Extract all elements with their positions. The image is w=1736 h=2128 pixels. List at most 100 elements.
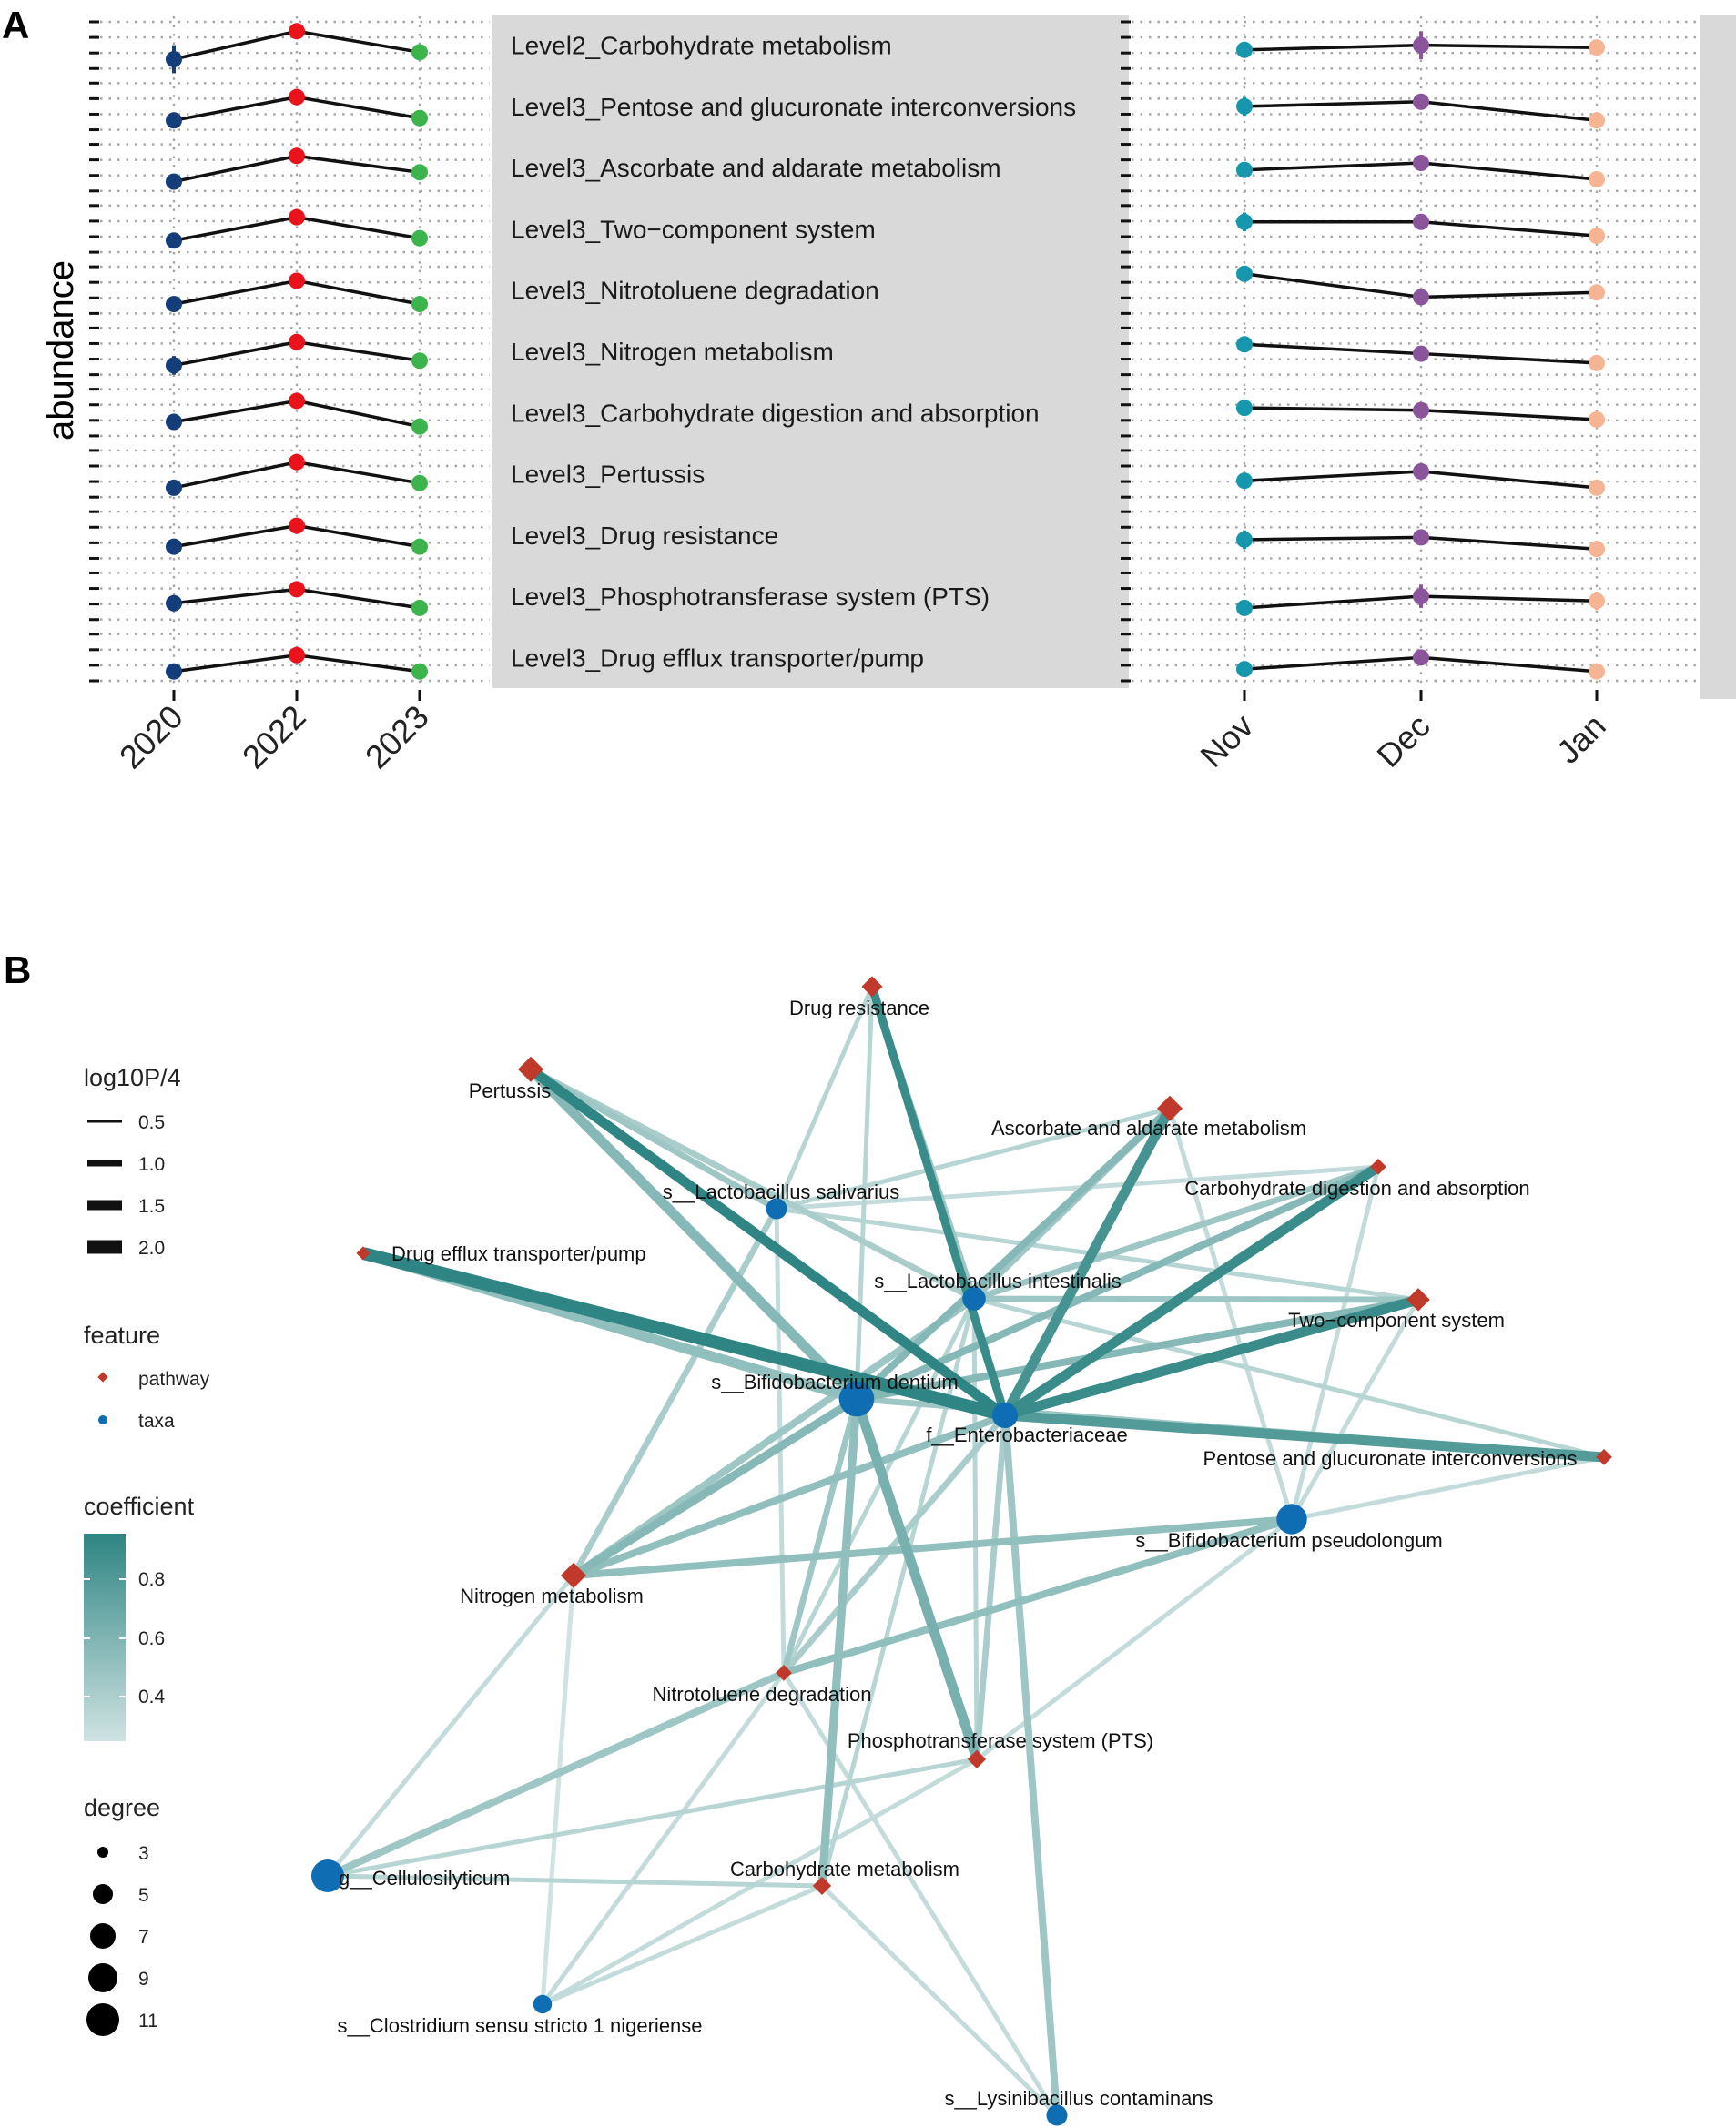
node-label-ascorbate-and-aldarate-metabolism: Ascorbate and aldarate metabolism — [991, 1117, 1306, 1140]
legend-coefficient-title: coefficient — [84, 1493, 195, 1520]
legend: log10P/4 0.5 1.0 1.5 2.0 feature pathway… — [84, 1064, 210, 2036]
legend-degree-dot-3 — [88, 1963, 117, 1992]
left-point-level3-pentose-and-glucuronate-interconversions-2023 — [411, 109, 428, 127]
left-point-level3-pentose-and-glucuronate-interconversions-2022 — [289, 88, 305, 106]
node-s-bifidobacterium-dentium — [838, 1381, 875, 1417]
node-g-cellulosilyticum — [311, 1859, 344, 1892]
left-point-level3-phosphotransferase-system-pts-2020 — [166, 594, 182, 612]
right-point-level3-pentose-and-glucuronate-interconversions-jan — [1589, 112, 1605, 129]
right-point-level3-nitrotoluene-degradation-nov — [1236, 265, 1253, 282]
network-nodes — [311, 976, 1612, 2126]
legend-width-label-3: 2.0 — [138, 1238, 165, 1259]
right-point-level3-drug-resistance-jan — [1589, 541, 1605, 558]
left-point-level3-pentose-and-glucuronate-interconversions-2020 — [166, 112, 182, 129]
edge-nitrogen-cellulo — [326, 1574, 575, 1878]
right-point-level3-ascorbate-and-aldarate-metabolism-dec — [1413, 155, 1429, 172]
left-point-level2-carbohydrate-metabolism-2020 — [166, 51, 182, 68]
colorbar-label-0: 0.8 — [138, 1569, 165, 1590]
left-point-level3-carbohydrate-digestion-and-absorption-2023 — [411, 418, 428, 435]
node-label-phosphotransferase-system-pts: Phosphotransferase system (PTS) — [848, 1729, 1153, 1752]
right-point-level3-pentose-and-glucuronate-interconversions-nov — [1236, 97, 1253, 115]
edge-nitrotol-clostr — [540, 1671, 787, 2006]
right-point-level3-pertussis-dec — [1413, 462, 1429, 480]
legend-degree-label-3: 9 — [138, 1969, 149, 1990]
edge-nitrotol-cellulo — [326, 1669, 786, 1880]
edge-pertussis-lact_int — [529, 1066, 976, 1302]
edge-ascorbate-entero — [1000, 1106, 1174, 1418]
edge-two_comp-bif_pseudo — [1289, 1298, 1421, 1521]
edge-drug_res-entero — [868, 985, 1010, 1417]
strip-labels: Level2_Carbohydrate metabolism Level3_Pen… — [511, 32, 1076, 673]
edge-carb_met-lysini — [820, 1884, 1059, 2117]
network-labels: Drug resistance Pertussis Ascorbate and al… — [337, 997, 1577, 2110]
node-label-s-clostridium-sensu-stricto-1-nigeriense: s__Clostridium sensu stricto 1 nigeriens… — [337, 2014, 702, 2037]
node-label-s-bifidobacterium-dentium: s__Bifidobacterium dentium — [711, 1371, 958, 1393]
legend-degree-label-1: 5 — [138, 1885, 149, 1906]
left-point-level3-phosphotransferase-system-pts-2022 — [289, 581, 305, 598]
legend-degree-label-2: 7 — [138, 1927, 149, 1948]
edge-drug_efflux-entero — [361, 1247, 1007, 1422]
legend-width-label-1: 1.0 — [138, 1154, 165, 1175]
legend-width-label-0: 0.5 — [138, 1112, 165, 1133]
right-point-level3-nitrotoluene-degradation-jan — [1589, 284, 1605, 301]
right-point-level3-two-component-system-jan — [1589, 228, 1605, 245]
edge-pts-entero — [973, 1414, 1009, 1760]
node-s-bifidobacterium-pseudolongum — [1276, 1504, 1307, 1535]
right-point-level3-nitrogen-metabolism-jan — [1589, 354, 1605, 371]
edge-two_comp-lact_sal — [776, 1206, 1419, 1302]
left-point-level3-drug-efflux-transporter-pump-2022 — [289, 646, 305, 664]
left-point-level3-drug-resistance-2022 — [289, 517, 305, 534]
right-point-level3-carbohydrate-digestion-and-absorption-dec — [1413, 401, 1429, 419]
node-label-drug-resistance: Drug resistance — [789, 997, 929, 1019]
edge-pentose-bif_pseudo — [1291, 1454, 1605, 1522]
legend-degree-dot-1 — [93, 1884, 113, 1904]
node-s-lactobacillus-intestinalis — [962, 1287, 986, 1311]
node-label-g-cellulosilyticum: g__Cellulosilyticum — [339, 1867, 510, 1890]
right-point-level3-drug-efflux-transporter-pump-nov — [1236, 661, 1253, 678]
node-pentose-and-glucuronate-interconversions — [1596, 1449, 1612, 1465]
edge-carb_dig-entero — [1001, 1162, 1382, 1420]
right-point-level3-phosphotransferase-system-pts-jan — [1589, 593, 1605, 610]
panel-a-left-plot: 2020 2022 2023 — [89, 16, 490, 775]
edge-nitrogen-entero — [572, 1412, 1007, 1579]
right-point-level3-phosphotransferase-system-pts-dec — [1413, 588, 1429, 605]
right-point-level3-ascorbate-and-aldarate-metabolism-nov — [1236, 161, 1253, 178]
edge-carb_met-clostr — [542, 1883, 823, 2007]
legend-degree-dot-4 — [86, 2003, 119, 2036]
legend-degree-dot-2 — [90, 1923, 116, 1949]
left-point-level3-two-component-system-2020 — [166, 232, 182, 249]
right-point-level3-phosphotransferase-system-pts-nov — [1236, 599, 1253, 616]
right-point-level3-nitrogen-metabolism-dec — [1413, 345, 1429, 362]
colorbar-label-1: 0.6 — [138, 1628, 165, 1649]
edge-nitrotol-bif_dent — [780, 1398, 860, 1674]
right-point-level3-carbohydrate-digestion-and-absorption-nov — [1236, 400, 1253, 417]
right-xtick-label-jan: Jan — [1549, 707, 1613, 771]
node-nitrogen-metabolism — [560, 1562, 587, 1588]
right-point-level3-pentose-and-glucuronate-interconversions-dec — [1413, 93, 1429, 110]
node-label-s-bifidobacterium-pseudolongum: s__Bifidobacterium pseudolongum — [1135, 1529, 1443, 1552]
right-point-level3-pertussis-jan — [1589, 479, 1605, 496]
edge-pertussis-lact_sal — [529, 1067, 778, 1211]
edge-pts-clostr — [541, 1757, 979, 2007]
node-label-nitrotoluene-degradation: Nitrotoluene degradation — [653, 1683, 872, 1706]
left-point-level3-two-component-system-2023 — [411, 229, 428, 247]
left-xtick-label-2020: 2020 — [112, 698, 190, 776]
edge-carb_met-bif_dent — [817, 1398, 861, 1887]
left-point-level3-drug-efflux-transporter-pump-2020 — [166, 663, 182, 680]
edge-nitrotol-entero — [781, 1413, 1008, 1676]
node-f-enterobacteriaceae — [991, 1402, 1019, 1429]
strip-label-7: Level3_Pertussis — [511, 461, 705, 489]
edge-pentose-lact_int — [973, 1296, 1605, 1460]
panel-a-letter: A — [2, 4, 29, 46]
node-label-carbohydrate-digestion-and-absorption: Carbohydrate digestion and absorption — [1184, 1177, 1529, 1200]
edge-carb_dig-bif_dent — [855, 1163, 1380, 1403]
strip-background — [492, 15, 1129, 688]
left-point-level3-nitrotoluene-degradation-2023 — [411, 296, 428, 313]
edge-nitrogen-lact_sal — [571, 1207, 779, 1577]
edge-pts-cellulo — [327, 1757, 978, 1879]
left-xtick-label-2022: 2022 — [235, 698, 313, 776]
node-label-pertussis: Pertussis — [469, 1079, 551, 1102]
edge-pts-lact_int — [971, 1298, 980, 1760]
left-point-level2-carbohydrate-metabolism-2022 — [289, 23, 305, 40]
node-label-two-component-system: Two−component system — [1288, 1309, 1505, 1332]
